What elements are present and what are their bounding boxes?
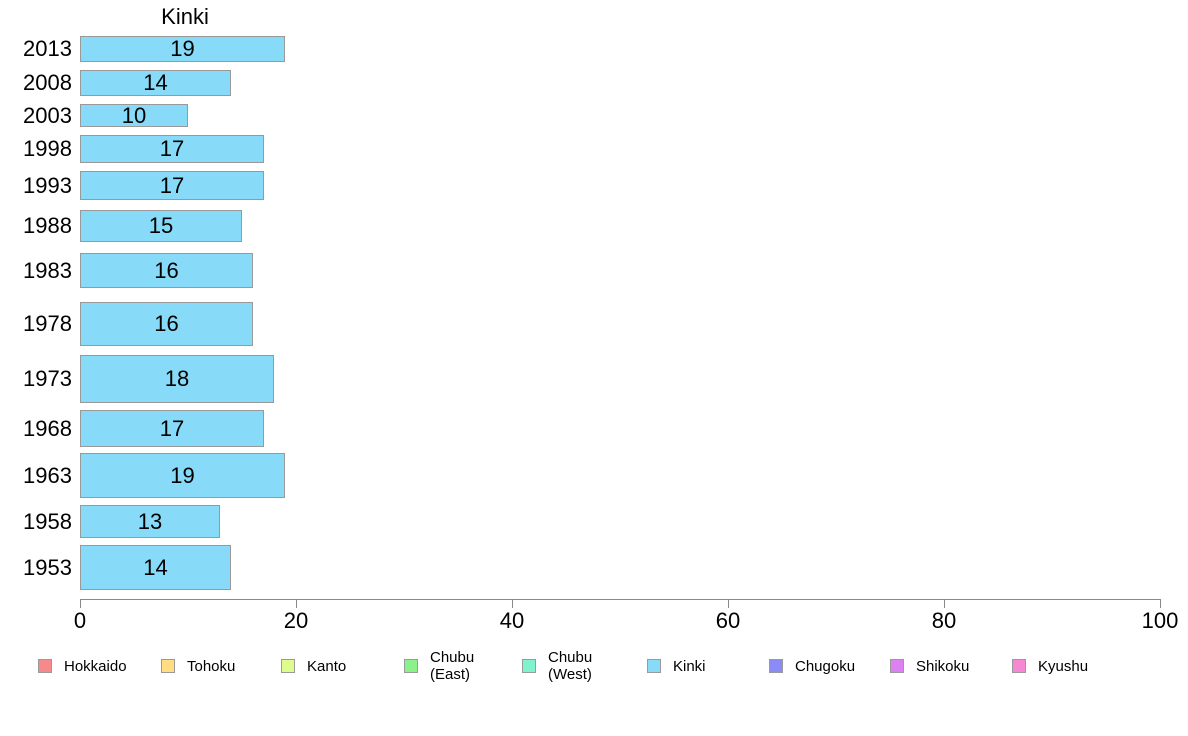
legend-label: Tohoku: [187, 657, 236, 675]
legend-label: Kyushu: [1038, 657, 1089, 675]
bar[interactable]: [80, 253, 253, 288]
bar-value-label: 18: [164, 366, 190, 391]
legend-label: Hokkaido: [64, 657, 127, 675]
legend-item[interactable]: Chubu (East): [404, 644, 474, 688]
bar[interactable]: [80, 505, 220, 538]
y-axis-label: 1998: [23, 136, 72, 161]
legend-item[interactable]: Shikoku: [890, 644, 969, 688]
legend-swatch: [281, 659, 295, 673]
bar-value-label: 17: [159, 136, 185, 161]
legend-swatch: [522, 659, 536, 673]
legend-swatch: [890, 659, 904, 673]
legend-swatch: [404, 659, 418, 673]
y-axis-label: 1973: [23, 366, 72, 391]
bar-value-label: 16: [154, 311, 179, 336]
x-axis-tick-label: 100: [1141, 608, 1179, 633]
legend-item[interactable]: Hokkaido: [38, 644, 127, 688]
bar[interactable]: [80, 36, 285, 62]
x-axis-tick: [80, 599, 81, 608]
bar[interactable]: [80, 135, 264, 163]
bar-value-label: 15: [148, 213, 174, 238]
x-axis-tick-label: 40: [499, 608, 525, 633]
y-axis-label: 1983: [23, 257, 72, 283]
x-axis-tick: [944, 599, 945, 608]
legend-swatch: [647, 659, 661, 673]
legend-item[interactable]: Chugoku: [769, 644, 855, 688]
chart-title: Kinki: [161, 4, 209, 29]
bar[interactable]: [80, 104, 188, 127]
legend: Hokkaido Tohoku Kanto Chubu (East) Chubu (We…: [0, 644, 1188, 690]
bar[interactable]: [80, 302, 253, 346]
legend-swatch: [161, 659, 175, 673]
y-axis-label: 1988: [23, 213, 72, 238]
bar[interactable]: [80, 545, 231, 590]
y-axis-label: 1978: [23, 311, 72, 336]
bar[interactable]: [80, 453, 285, 498]
bar-value-label: 14: [143, 70, 168, 95]
legend-item[interactable]: Chubu (West): [522, 644, 592, 688]
x-axis-tick: [1160, 599, 1161, 608]
y-axis-label: 1963: [23, 462, 72, 488]
legend-swatch: [1012, 659, 1026, 673]
y-axis-label: 1968: [23, 415, 72, 441]
bar[interactable]: [80, 355, 274, 403]
bar-value-label: 19: [170, 463, 195, 488]
bar-value-label: 17: [159, 416, 185, 441]
bar-value-label: 13: [137, 509, 163, 534]
bar-value-label: 17: [159, 173, 185, 198]
x-axis-tick-label: 20: [283, 608, 309, 633]
y-axis-label: 2008: [23, 70, 72, 95]
legend-label: Kanto: [307, 657, 347, 675]
bar[interactable]: [80, 410, 264, 447]
bar-value-label: 10: [121, 103, 147, 128]
bar[interactable]: [80, 171, 264, 200]
legend-label: Chugoku: [795, 657, 856, 675]
x-axis-line: [80, 599, 1161, 600]
x-axis-tick: [728, 599, 729, 608]
x-axis-tick: [512, 599, 513, 608]
x-axis-tick-label: 60: [715, 608, 741, 633]
legend-item[interactable]: Kyushu: [1012, 644, 1088, 688]
x-axis-tick-label: 0: [73, 608, 87, 633]
y-axis-label: 2003: [23, 102, 72, 128]
x-axis-tick: [296, 599, 297, 608]
legend-swatch: [38, 659, 52, 673]
legend-label: Shikoku: [916, 657, 970, 675]
bar[interactable]: [80, 210, 242, 242]
bar-value-label: 14: [143, 555, 168, 580]
bar-value-label: 16: [154, 258, 179, 283]
legend-item[interactable]: Kinki: [647, 644, 706, 688]
legend-item[interactable]: Tohoku: [161, 644, 235, 688]
y-axis-label: 1953: [23, 554, 72, 580]
y-axis-label: 1993: [23, 172, 72, 198]
legend-label: Kinki: [673, 657, 706, 675]
legend-label: Chubu (East): [430, 649, 475, 683]
x-axis-tick-label: 80: [931, 608, 957, 633]
legend-swatch: [769, 659, 783, 673]
bar[interactable]: [80, 70, 231, 96]
legend-item[interactable]: Kanto: [281, 644, 346, 688]
y-axis-label: 1958: [23, 508, 72, 534]
legend-label: Chubu (West): [548, 649, 593, 683]
bar-value-label: 19: [170, 36, 195, 61]
y-axis-label: 2013: [23, 36, 72, 61]
